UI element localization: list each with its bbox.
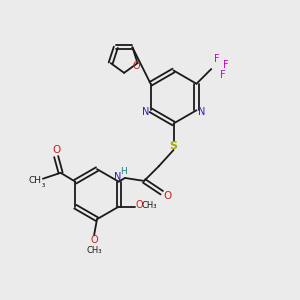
Text: F: F [220,70,225,80]
Text: N: N [114,172,121,182]
Text: S: S [169,141,178,151]
Text: CH₃: CH₃ [142,201,157,210]
Text: ₃: ₃ [42,180,45,189]
Text: O: O [132,61,140,71]
Text: H: H [120,167,127,176]
Text: O: O [52,145,60,155]
Text: O: O [90,235,98,245]
Text: F: F [214,54,219,64]
Text: O: O [136,200,143,210]
Text: F: F [223,60,228,70]
Text: CH: CH [28,176,41,185]
Text: N: N [142,107,149,117]
Text: N: N [198,107,206,117]
Text: O: O [164,190,172,201]
Text: CH₃: CH₃ [86,246,102,255]
